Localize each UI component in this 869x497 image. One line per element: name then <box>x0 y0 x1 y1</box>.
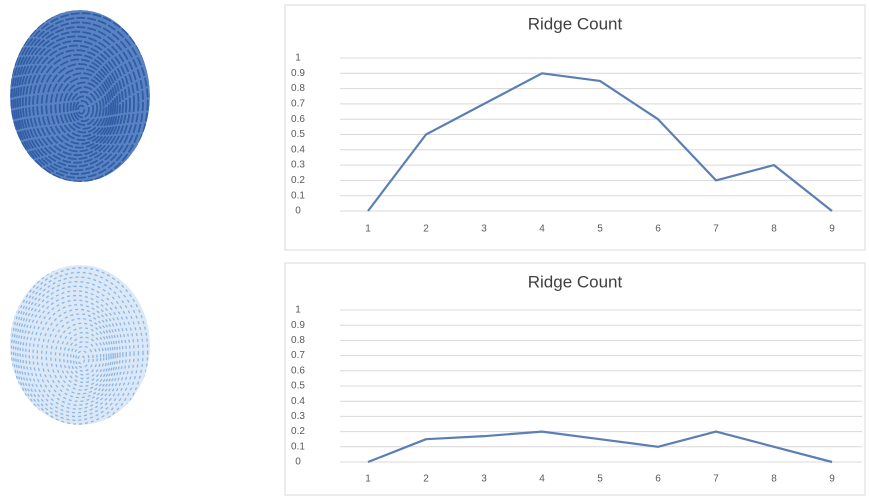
y-tick-label: 0 <box>295 206 301 217</box>
chart: Ridge Count 0 0.1 0.2 0.3 0.4 0.5 0.6 0.7 0.8 0.9 1… <box>285 5 865 250</box>
x-tick-label: 3 <box>481 474 487 485</box>
y-tick-label: 0.3 <box>291 160 305 171</box>
x-tick-label: 8 <box>771 474 777 485</box>
x-tick-label: 3 <box>481 224 487 235</box>
y-tick-label: 0.7 <box>291 99 305 110</box>
x-tick-label: 8 <box>771 224 777 235</box>
y-tick-label: 0.4 <box>291 144 305 155</box>
figure: Ridge Count 0 0.1 0.2 0.3 0.4 0.5 0.6 0.7 0.8 0.9 1… <box>0 0 869 497</box>
y-tick-label: 0.6 <box>291 365 305 376</box>
y-tick-label: 0.1 <box>291 190 305 201</box>
fingerprint-base <box>10 265 150 425</box>
x-tick-label: 6 <box>655 224 661 235</box>
y-tick-label: 0.1 <box>291 441 305 452</box>
chart: Ridge Count 0 0.1 0.2 0.3 0.4 0.5 0.6 0.7 0.8 0.9 1… <box>285 263 865 495</box>
y-tick-label: 0 <box>295 457 301 468</box>
fingerprint-light <box>0 240 171 458</box>
x-tick-label: 4 <box>539 474 545 485</box>
page: Ridge Count 0 0.1 0.2 0.3 0.4 0.5 0.6 0.7 0.8 0.9 1… <box>0 0 869 497</box>
x-tick-label: 2 <box>423 474 429 485</box>
y-tick-label: 0.9 <box>291 68 305 79</box>
x-tick-label: 2 <box>423 224 429 235</box>
x-tick-label: 7 <box>713 474 719 485</box>
x-tick-label: 1 <box>365 474 371 485</box>
y-tick-label: 0.8 <box>291 83 305 94</box>
fingerprint-dark <box>0 0 171 208</box>
y-tick-label: 0.7 <box>291 350 305 361</box>
y-tick-label: 0.5 <box>291 129 305 140</box>
x-tick-label: 9 <box>829 224 835 235</box>
y-tick-label: 0.6 <box>291 114 305 125</box>
chart-title: Ridge Count <box>528 14 623 33</box>
y-tick-label: 0.8 <box>291 335 305 346</box>
y-tick-label: 0.2 <box>291 175 305 186</box>
y-tick-label: 0.3 <box>291 411 305 422</box>
y-tick-label: 0.2 <box>291 426 305 437</box>
x-tick-label: 1 <box>365 224 371 235</box>
charts: Ridge Count 0 0.1 0.2 0.3 0.4 0.5 0.6 0.7 0.8 0.9 1… <box>285 5 865 495</box>
x-tick-label: 5 <box>597 474 603 485</box>
x-tick-label: 5 <box>597 224 603 235</box>
chart-title: Ridge Count <box>528 272 623 291</box>
chart-frame <box>285 5 865 250</box>
y-tick-label: 1 <box>295 53 301 64</box>
x-tick-label: 7 <box>713 224 719 235</box>
y-tick-label: 0.4 <box>291 396 305 407</box>
y-tick-label: 0.9 <box>291 320 305 331</box>
y-tick-label: 1 <box>295 305 301 316</box>
x-tick-label: 9 <box>829 474 835 485</box>
x-tick-label: 4 <box>539 224 545 235</box>
y-tick-label: 0.5 <box>291 381 305 392</box>
x-tick-label: 6 <box>655 474 661 485</box>
